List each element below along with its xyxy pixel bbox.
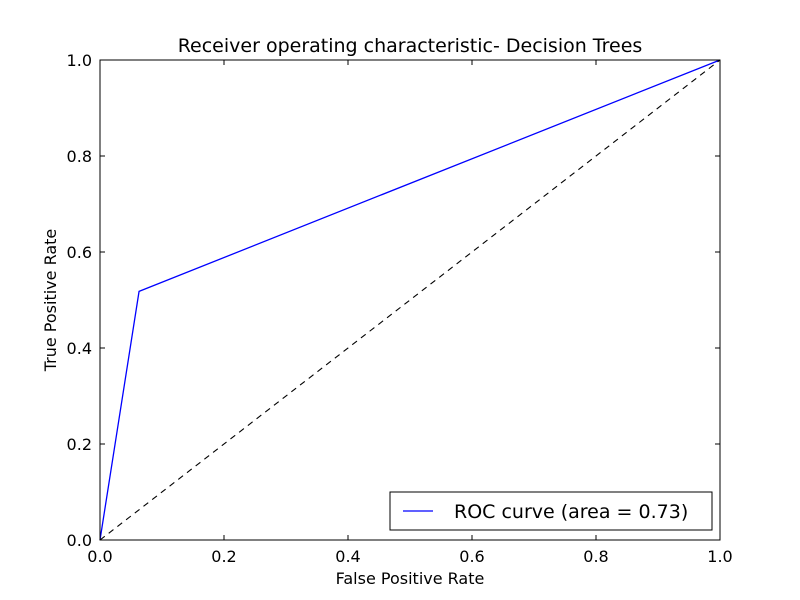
x-tick-label: 0.8 <box>583 547 608 566</box>
chance-diagonal-line <box>99 59 721 541</box>
x-tick-label: 0.2 <box>211 547 236 566</box>
roc-curve-line <box>99 59 721 541</box>
y-tick-label: 0.6 <box>67 243 92 262</box>
y-tick-label: 1.0 <box>67 51 92 70</box>
x-tick-label: 0.0 <box>87 547 112 566</box>
y-tick-label: 0.0 <box>67 531 92 550</box>
y-axis-ticks: 0.0 0.2 0.4 0.6 0.8 1.0 <box>67 51 720 550</box>
legend: ROC curve (area = 0.73) <box>389 491 713 531</box>
chart-title: Receiver operating characteristic- Decis… <box>178 35 643 57</box>
y-tick-label: 0.4 <box>67 339 92 358</box>
legend-label-roc: ROC curve (area = 0.73) <box>454 501 688 523</box>
y-tick-label: 0.2 <box>67 435 92 454</box>
y-axis-label: True Positive Rate <box>41 229 60 373</box>
plot-area <box>99 59 721 541</box>
legend-box <box>389 491 713 531</box>
x-tick-label: 0.4 <box>335 547 360 566</box>
x-tick-label: 1.0 <box>707 547 732 566</box>
x-axis-label: False Positive Rate <box>336 569 485 588</box>
y-tick-label: 0.8 <box>67 147 92 166</box>
x-tick-label: 0.6 <box>459 547 484 566</box>
plot-frame <box>99 59 721 541</box>
